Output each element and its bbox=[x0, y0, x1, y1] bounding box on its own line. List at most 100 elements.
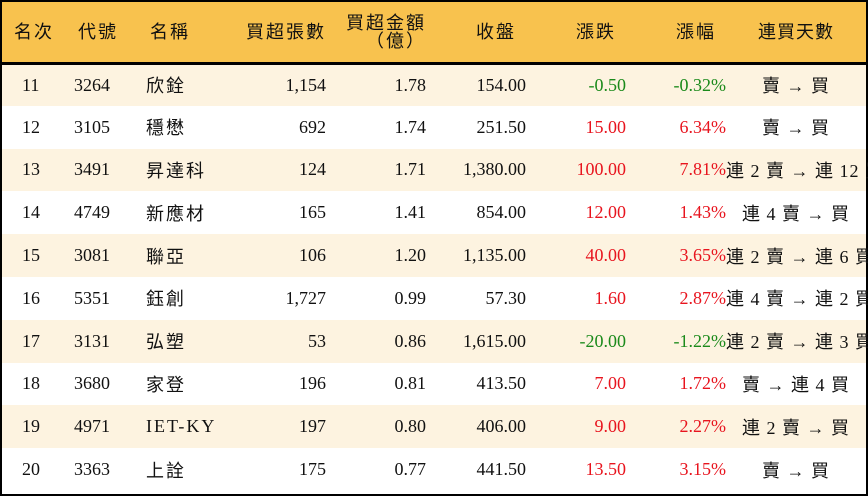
consecutive-days-cell: 賣 → 連 4 買 bbox=[742, 374, 850, 395]
close-cell: 1,615.00 bbox=[463, 330, 526, 351]
close-cell: 154.00 bbox=[476, 74, 527, 95]
net-buy-volume-cell: 1,154 bbox=[285, 74, 327, 95]
code-cell: 3131 bbox=[74, 330, 110, 351]
change-pct-cell: 3.15% bbox=[679, 459, 727, 480]
header-change: 漲跌 bbox=[576, 21, 616, 42]
close-cell: 1,380.00 bbox=[463, 159, 526, 180]
close-cell: 1,135.00 bbox=[463, 245, 526, 266]
rank-cell: 15 bbox=[22, 245, 40, 266]
rank-cell: 20 bbox=[22, 459, 40, 480]
change-pct-cell: 3.65% bbox=[679, 245, 727, 266]
change-cell: 12.00 bbox=[585, 202, 627, 223]
rank-cell: 17 bbox=[22, 330, 40, 351]
net-buy-amount-cell: 0.81 bbox=[394, 373, 427, 394]
header-change-pct: 漲幅 bbox=[676, 21, 716, 42]
table-row: 11 3264 欣銓 1,154 1.78 154.00 -0.50 -0.32% 賣 → 買 bbox=[2, 63, 866, 106]
table-row: 13 3491 昇達科 124 1.71 1,380.00 100.00 7.81% 連 2 賣… bbox=[2, 148, 868, 192]
net-buy-volume-cell: 53 bbox=[308, 330, 326, 351]
change-pct-cell: 1.43% bbox=[679, 202, 727, 223]
consecutive-days-cell: 連 4 賣 → 連 2 買 bbox=[726, 289, 868, 310]
change-cell: 13.50 bbox=[585, 459, 627, 480]
name-cell: 昇達科 bbox=[146, 160, 206, 181]
header-code: 代號 bbox=[78, 21, 118, 42]
rank-cell: 18 bbox=[22, 373, 40, 394]
code-cell: 3264 bbox=[74, 74, 110, 95]
header-consecutive-days: 連買天數 bbox=[758, 21, 834, 42]
header-net-buy-volume: 買超張數 bbox=[246, 21, 326, 42]
close-cell: 406.00 bbox=[476, 416, 527, 437]
consecutive-days-cell: 賣 → 買 bbox=[762, 118, 830, 139]
change-cell: 1.60 bbox=[594, 287, 627, 308]
name-cell: 穩懋 bbox=[146, 118, 186, 139]
table-row: 19 4971 IET-KY 197 0.80 406.00 9.00 2.27% 連 2 賣 … bbox=[2, 405, 866, 449]
close-cell: 413.50 bbox=[476, 373, 527, 394]
net-buy-volume-cell: 175 bbox=[299, 459, 326, 480]
table-row: 15 3081 聯亞 106 1.20 1,135.00 40.00 3.65% 連 2 賣 →… bbox=[2, 234, 868, 277]
consecutive-days-cell: 賣 → 買 bbox=[762, 76, 830, 97]
consecutive-days-cell: 連 2 賣 → 連 3 買 bbox=[726, 332, 868, 353]
header-close: 收盤 bbox=[476, 21, 516, 42]
name-cell: 上詮 bbox=[146, 460, 186, 481]
change-pct-cell: 1.72% bbox=[679, 373, 727, 394]
code-cell: 3491 bbox=[74, 159, 110, 180]
change-cell: 15.00 bbox=[585, 116, 627, 137]
consecutive-days-cell: 連 2 賣 → 連 6 買 bbox=[726, 246, 868, 267]
net-buy-volume-cell: 124 bbox=[299, 159, 326, 180]
change-cell: 100.00 bbox=[576, 159, 627, 180]
header-rank: 名次 bbox=[14, 21, 54, 42]
code-cell: 4749 bbox=[74, 202, 110, 223]
net-buy-amount-cell: 0.80 bbox=[394, 416, 427, 437]
change-cell: 9.00 bbox=[594, 416, 627, 437]
change-cell: 7.00 bbox=[594, 373, 627, 394]
consecutive-days-cell: 連 4 賣 → 買 bbox=[742, 203, 850, 224]
net-buy-amount-cell: 0.77 bbox=[394, 459, 427, 480]
rank-cell: 19 bbox=[22, 416, 40, 437]
net-buy-amount-cell: 1.74 bbox=[394, 116, 427, 137]
change-pct-cell: 7.81% bbox=[679, 159, 727, 180]
code-cell: 3081 bbox=[74, 245, 110, 266]
change-pct-cell: 2.27% bbox=[679, 416, 727, 437]
net-buy-volume-cell: 196 bbox=[299, 373, 326, 394]
net-buy-amount-cell: 1.78 bbox=[394, 74, 427, 95]
net-buy-amount-cell: 1.41 bbox=[394, 202, 427, 223]
net-buy-volume-cell: 165 bbox=[299, 202, 326, 223]
change-cell: 40.00 bbox=[585, 245, 627, 266]
change-pct-cell: 6.34% bbox=[679, 116, 727, 137]
table-row: 17 3131 弘塑 53 0.86 1,615.00 -20.00 -1.22% 連 2 賣 … bbox=[2, 319, 868, 363]
code-cell: 3105 bbox=[74, 116, 110, 137]
change-pct-cell: -0.32% bbox=[673, 74, 727, 95]
net-buy-amount-cell: 1.20 bbox=[394, 245, 427, 266]
name-cell: 聯亞 bbox=[146, 246, 186, 267]
close-cell: 854.00 bbox=[476, 202, 527, 223]
consecutive-days-cell: 連 2 賣 → 買 bbox=[742, 417, 850, 438]
table-row: 12 3105 穩懋 692 1.74 251.50 15.00 6.34% 賣 → 買 bbox=[2, 105, 866, 149]
rank-cell: 11 bbox=[22, 74, 40, 95]
name-cell: 新應材 bbox=[146, 203, 206, 224]
rank-cell: 16 bbox=[22, 287, 40, 308]
net-buy-volume-cell: 692 bbox=[299, 116, 326, 137]
net-buy-volume-cell: 1,727 bbox=[285, 287, 327, 308]
change-cell: -20.00 bbox=[579, 330, 627, 351]
header-row: 名次 代號 名稱 買超張數 買超金額 （億） 收盤 漲跌 漲幅 連買天數 bbox=[2, 2, 866, 63]
header-net-buy-amount: 買超金額 （億） bbox=[326, 2, 426, 63]
rank-cell: 13 bbox=[22, 159, 40, 180]
code-cell: 3680 bbox=[74, 373, 110, 394]
name-cell: 家登 bbox=[146, 374, 186, 395]
name-cell: 欣銓 bbox=[146, 76, 186, 97]
header-name: 名稱 bbox=[150, 21, 190, 42]
name-cell: 鈺創 bbox=[146, 289, 186, 310]
name-cell: IET-KY bbox=[146, 416, 217, 437]
change-cell: -0.50 bbox=[588, 74, 627, 95]
consecutive-days-cell: 賣 → 買 bbox=[762, 460, 830, 481]
net-buy-amount-cell: 0.99 bbox=[394, 287, 427, 308]
rank-cell: 14 bbox=[22, 202, 40, 223]
code-cell: 4971 bbox=[74, 416, 110, 437]
rank-cell: 12 bbox=[22, 116, 40, 137]
table-row: 20 3363 上詮 175 0.77 441.50 13.50 3.15% 賣 → 買 bbox=[2, 448, 866, 491]
code-cell: 3363 bbox=[74, 459, 110, 480]
close-cell: 57.30 bbox=[485, 287, 527, 308]
table-header: 名次 代號 名稱 買超張數 買超金額 （億） 收盤 漲跌 漲幅 連買天數 bbox=[2, 2, 866, 63]
